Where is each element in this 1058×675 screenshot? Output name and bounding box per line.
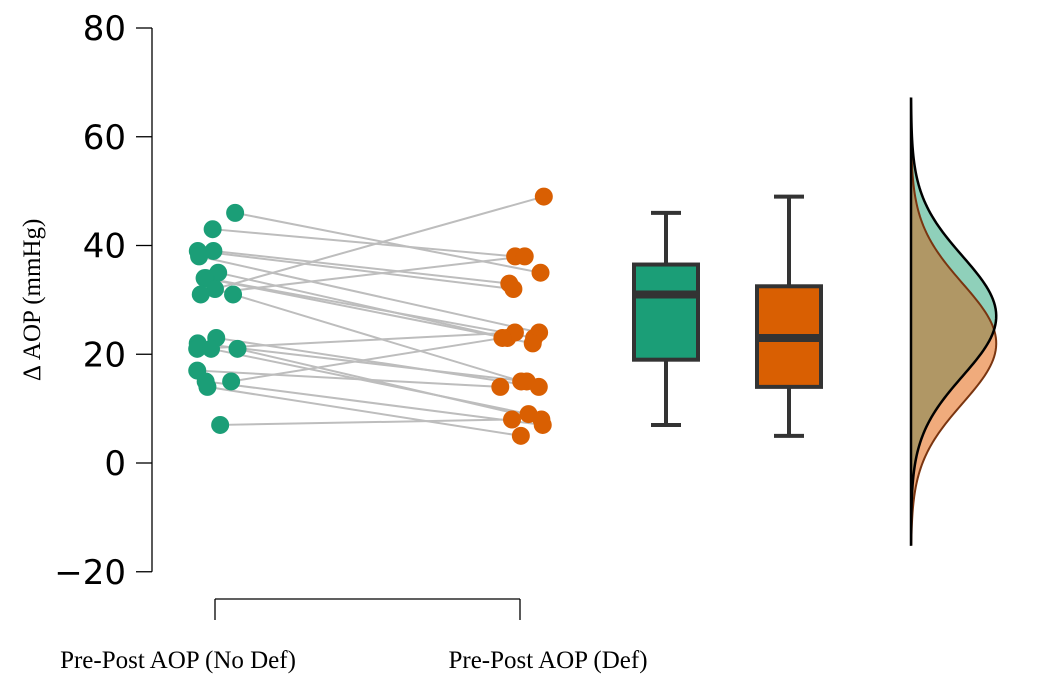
density-overlap — [911, 98, 994, 545]
pair-line — [197, 342, 527, 383]
pair-line — [217, 271, 508, 339]
boxplot — [632, 210, 700, 427]
boxplot — [755, 194, 823, 438]
point-no-def — [203, 220, 222, 239]
point-def — [491, 377, 510, 396]
density-no-def-outline — [909, 97, 998, 546]
y-tick-label: 80 — [83, 9, 126, 49]
point-def — [493, 328, 512, 347]
pair-line — [214, 195, 545, 290]
pair-line — [207, 385, 521, 437]
y-axis: −20 0 20 40 60 80 — [54, 9, 153, 593]
point-no-def — [198, 377, 217, 396]
pair-line — [200, 255, 525, 296]
x-category-label: Pre-Post AOP (No Def) — [60, 647, 296, 674]
y-axis-title: Δ AOP (mmHg) — [19, 219, 46, 381]
pair-line — [230, 336, 503, 383]
pair-line — [234, 211, 541, 274]
point-no-def — [222, 372, 241, 391]
point-no-def — [224, 285, 243, 304]
x-bracket-line — [214, 598, 521, 620]
pair-line — [232, 293, 522, 383]
point-no-def — [202, 339, 221, 358]
point-no-def — [228, 339, 247, 358]
point-def — [533, 415, 552, 434]
box-iqr — [632, 262, 700, 362]
y-tick-label: 40 — [83, 227, 126, 267]
pair-line — [216, 336, 539, 388]
y-tick-label: 0 — [104, 444, 126, 484]
pair-line — [204, 277, 533, 345]
pair-line — [213, 249, 510, 285]
point-def — [504, 280, 523, 298]
x-category-label: Pre-Post AOP (Def) — [448, 647, 647, 674]
point-def — [511, 426, 530, 445]
point-no-def — [188, 339, 207, 358]
point-no-def — [205, 280, 224, 298]
x-axis-labels: Pre-Post AOP (No Def) Pre-Post AOP (Def) — [60, 647, 647, 674]
point-no-def — [211, 415, 230, 434]
point-no-def — [191, 285, 210, 304]
x-axis-bracket — [214, 598, 521, 620]
point-def — [515, 247, 534, 266]
data-points — [188, 187, 553, 445]
point-def — [523, 334, 542, 353]
point-def — [503, 410, 522, 429]
pair-lines — [197, 195, 545, 437]
y-tick-label: 20 — [83, 335, 126, 375]
y-tick-label: −20 — [54, 553, 126, 593]
pair-line — [212, 228, 516, 258]
pair-line — [237, 347, 542, 421]
pair-line — [220, 418, 513, 426]
point-def — [531, 263, 550, 282]
pair-line — [205, 380, 543, 426]
density-curves — [909, 97, 998, 546]
pair-line — [197, 331, 515, 350]
point-def — [534, 187, 553, 206]
point-no-def — [190, 247, 209, 266]
pair-line — [197, 249, 514, 290]
point-no-def — [204, 241, 223, 260]
y-tick-label: 60 — [83, 118, 126, 158]
pair-line — [197, 369, 501, 388]
boxplots — [632, 194, 823, 438]
point-no-def — [226, 203, 245, 222]
density-def-outline — [910, 97, 998, 546]
pair-line — [198, 255, 540, 334]
point-def — [517, 372, 536, 391]
